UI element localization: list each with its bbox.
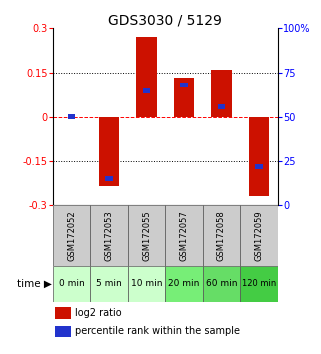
Bar (128, 266, 165, 302)
Text: 10 min: 10 min (131, 279, 162, 289)
Bar (55, 326, 71, 337)
Text: time ▶: time ▶ (17, 279, 52, 289)
Text: 5 min: 5 min (96, 279, 122, 289)
Bar (53, 266, 91, 302)
Bar (203, 266, 240, 302)
Bar (91, 205, 128, 266)
Text: GSM172052: GSM172052 (67, 210, 76, 261)
Bar (180, 82, 188, 87)
Bar (203, 205, 240, 266)
Text: 120 min: 120 min (242, 279, 276, 289)
Text: log2 ratio: log2 ratio (75, 308, 122, 318)
Bar (99, 117, 119, 186)
Bar (255, 164, 263, 169)
Bar (240, 266, 278, 302)
Bar (128, 205, 165, 266)
Text: 20 min: 20 min (168, 279, 200, 289)
Bar (211, 70, 232, 117)
Title: GDS3030 / 5129: GDS3030 / 5129 (108, 13, 222, 27)
Bar (136, 37, 157, 117)
Text: GSM172055: GSM172055 (142, 210, 151, 261)
Bar (174, 79, 194, 117)
Bar (218, 104, 225, 109)
Text: GSM172053: GSM172053 (105, 210, 114, 261)
Bar (91, 266, 128, 302)
Text: percentile rank within the sample: percentile rank within the sample (75, 326, 240, 336)
Bar (249, 117, 269, 196)
Bar (143, 88, 150, 93)
Bar (55, 307, 71, 319)
Text: 60 min: 60 min (206, 279, 237, 289)
Text: 0 min: 0 min (59, 279, 84, 289)
Text: GSM172058: GSM172058 (217, 210, 226, 261)
Bar (165, 266, 203, 302)
Bar (53, 205, 91, 266)
Bar (68, 114, 75, 119)
Text: GSM172059: GSM172059 (255, 210, 264, 261)
Bar (240, 205, 278, 266)
Bar (105, 176, 113, 181)
Bar (165, 205, 203, 266)
Text: GSM172057: GSM172057 (179, 210, 188, 261)
